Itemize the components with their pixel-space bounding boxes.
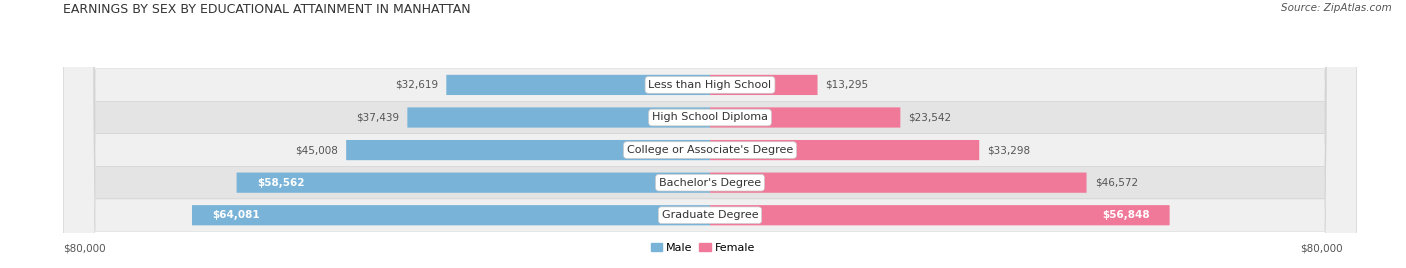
FancyBboxPatch shape — [63, 0, 1357, 268]
FancyBboxPatch shape — [710, 205, 1170, 225]
FancyBboxPatch shape — [63, 0, 1357, 268]
FancyBboxPatch shape — [63, 0, 1357, 268]
Text: $32,619: $32,619 — [395, 80, 439, 90]
Text: College or Associate's Degree: College or Associate's Degree — [627, 145, 793, 155]
Text: $23,542: $23,542 — [908, 113, 952, 122]
FancyBboxPatch shape — [236, 173, 710, 193]
Text: Source: ZipAtlas.com: Source: ZipAtlas.com — [1281, 3, 1392, 13]
FancyBboxPatch shape — [408, 107, 710, 128]
Text: EARNINGS BY SEX BY EDUCATIONAL ATTAINMENT IN MANHATTAN: EARNINGS BY SEX BY EDUCATIONAL ATTAINMEN… — [63, 3, 471, 16]
Text: $37,439: $37,439 — [356, 113, 399, 122]
Text: $45,008: $45,008 — [295, 145, 337, 155]
FancyBboxPatch shape — [710, 75, 817, 95]
Text: $64,081: $64,081 — [212, 210, 260, 220]
Text: $56,848: $56,848 — [1102, 210, 1150, 220]
FancyBboxPatch shape — [710, 107, 900, 128]
Text: $46,572: $46,572 — [1095, 178, 1137, 188]
FancyBboxPatch shape — [710, 140, 979, 160]
FancyBboxPatch shape — [710, 173, 1087, 193]
FancyBboxPatch shape — [446, 75, 710, 95]
FancyBboxPatch shape — [63, 0, 1357, 268]
Text: High School Diploma: High School Diploma — [652, 113, 768, 122]
Text: $13,295: $13,295 — [825, 80, 869, 90]
Text: $80,000: $80,000 — [63, 244, 105, 254]
Text: Less than High School: Less than High School — [648, 80, 772, 90]
Text: $80,000: $80,000 — [1301, 244, 1343, 254]
FancyBboxPatch shape — [193, 205, 710, 225]
FancyBboxPatch shape — [346, 140, 710, 160]
Text: $33,298: $33,298 — [987, 145, 1031, 155]
Legend: Male, Female: Male, Female — [647, 238, 759, 257]
Text: Graduate Degree: Graduate Degree — [662, 210, 758, 220]
FancyBboxPatch shape — [63, 0, 1357, 268]
Text: Bachelor's Degree: Bachelor's Degree — [659, 178, 761, 188]
Text: $58,562: $58,562 — [257, 178, 304, 188]
